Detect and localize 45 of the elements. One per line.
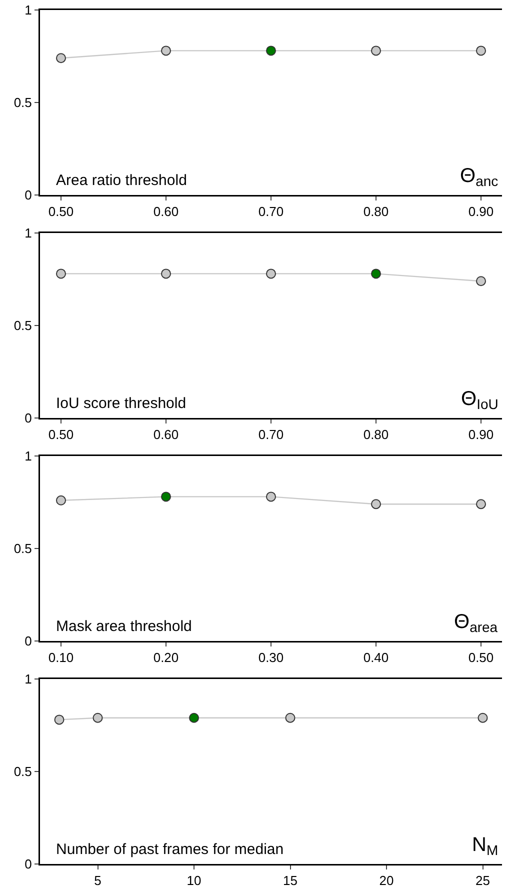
y-tick-label: 0: [24, 634, 32, 649]
x-tick-label: 0.80: [363, 204, 389, 220]
annotation: Θ$_{anc}$: [460, 165, 498, 190]
y-tick-label: 0: [24, 410, 32, 426]
y-tick-label: 0.5: [14, 541, 32, 556]
x-tick-label: 0.50: [48, 427, 74, 442]
x-tick-label: 0.40: [363, 650, 389, 666]
point: [476, 499, 486, 510]
x-tick-label: 0.60: [153, 204, 179, 220]
x-tick-label: 0.70: [258, 204, 284, 220]
x-tick-label: 15: [283, 873, 298, 888]
point: [56, 495, 66, 506]
x-tick-label: 0.90: [468, 204, 494, 220]
point: [266, 492, 276, 502]
x-tick-label: 0.10: [48, 650, 74, 666]
annotation: Number of past frames for median: [56, 841, 284, 858]
y-tick-label: 1: [24, 2, 32, 18]
x-tick-label: 20: [379, 873, 394, 888]
annotation: Mask area threshold: [56, 618, 192, 635]
point: [161, 492, 171, 502]
y-tick-label: 0: [24, 188, 32, 203]
x-tick-label: 10: [186, 873, 202, 888]
y-tick-label: 1: [24, 672, 32, 687]
y-tick-label: 0.5: [14, 764, 32, 780]
y-tick-label: 0.5: [14, 95, 32, 110]
y-tick-label: 1: [24, 448, 32, 464]
annotation: Θ$_{area}$: [454, 611, 498, 636]
x-tick-label: 0.70: [258, 427, 284, 442]
x-tick-label: 0.60: [153, 427, 179, 442]
annotation: Θ$_{IoU}$: [461, 388, 498, 412]
x-tick-label: 0.20: [153, 650, 179, 666]
y-tick-label: 1: [24, 226, 32, 241]
x-tick-label: 25: [476, 873, 490, 888]
y-tick-label: 0.5: [14, 318, 32, 334]
x-tick-label: 0.90: [468, 427, 494, 442]
annotation: N$_{M}$: [472, 834, 498, 858]
x-tick-label: 5: [94, 873, 102, 888]
point: [371, 499, 381, 510]
x-tick-label: 0.50: [48, 204, 74, 220]
x-tick-label: 0.80: [363, 427, 389, 442]
x-tick-label: 0.30: [258, 650, 284, 666]
x-tick-label: 0.50: [468, 650, 494, 666]
y-tick-label: 0: [24, 856, 32, 872]
annotation: IoU score threshold: [56, 395, 186, 412]
annotation: Area ratio threshold: [56, 172, 187, 189]
